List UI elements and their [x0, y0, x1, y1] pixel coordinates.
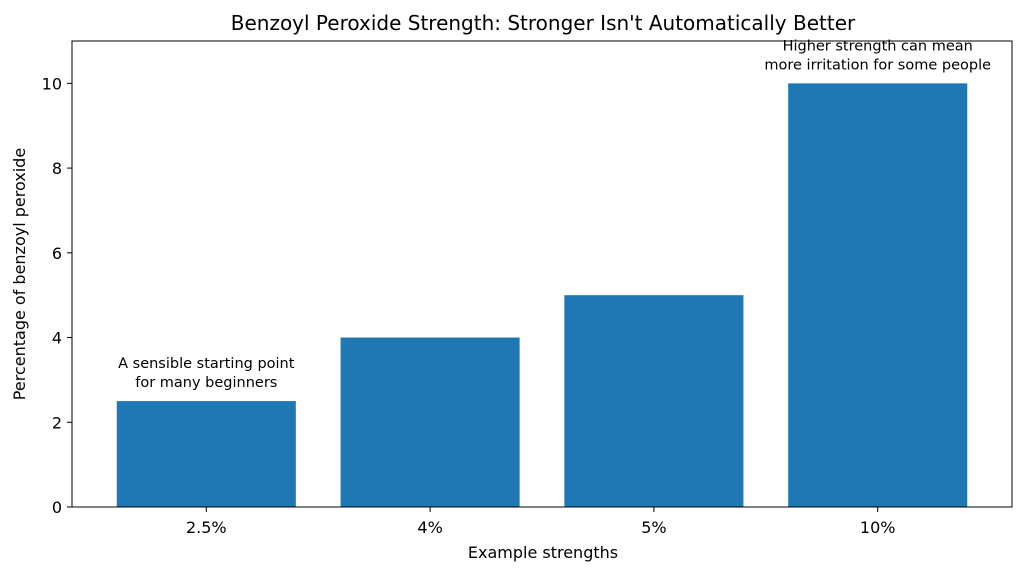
x-tick-label: 2.5% [186, 518, 227, 537]
plot-area: 2.5% 4% 5% 10% 0 2 4 6 8 10 A sensible starting po… [42, 38, 991, 537]
y-tick-label: 4 [52, 329, 62, 348]
x-axis-label: Example strengths [468, 543, 618, 562]
x-tick-label: 4% [417, 518, 442, 537]
chart-title: Benzoyl Peroxide Strength: Stronger Isn'… [231, 11, 856, 35]
annotation-line: Higher strength can mean [783, 38, 973, 54]
y-tick-label: 6 [52, 244, 62, 263]
y-tick-label: 8 [52, 159, 62, 178]
y-tick-label: 10 [42, 74, 62, 93]
annotation-line: more irritation for some people [764, 57, 991, 73]
plot-frame [71, 40, 1013, 508]
bar-5pct [564, 295, 744, 507]
bar-4pct [340, 337, 520, 507]
annotation-line: for many beginners [135, 375, 277, 391]
y-tick-label: 2 [52, 413, 62, 432]
y-tick-label: 0 [52, 498, 62, 517]
x-tick-label: 5% [641, 518, 666, 537]
y-axis-label: Percentage of benzoyl peroxide [10, 148, 29, 400]
bar-10pct [788, 83, 968, 507]
bar-2-5pct [116, 401, 296, 507]
x-tick-label: 10% [860, 518, 896, 537]
annotation-line: A sensible starting point [118, 356, 295, 372]
